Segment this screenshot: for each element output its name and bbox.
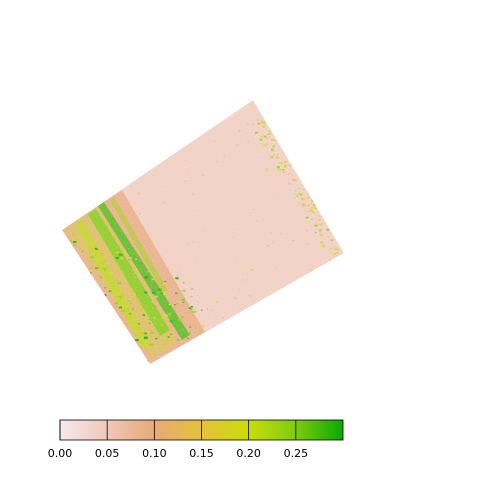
- legend-tick-label: 0.25: [284, 447, 309, 460]
- legend-ticks: 0.00 0.05 0.10 0.15 0.20 0.25: [48, 420, 308, 460]
- legend-tick-label: 0.00: [48, 447, 73, 460]
- legend-tick-label: 0.15: [189, 447, 214, 460]
- legend-tick-label: 0.10: [142, 447, 167, 460]
- legend-tick-label: 0.05: [95, 447, 120, 460]
- legend-tick-label: 0.20: [236, 447, 261, 460]
